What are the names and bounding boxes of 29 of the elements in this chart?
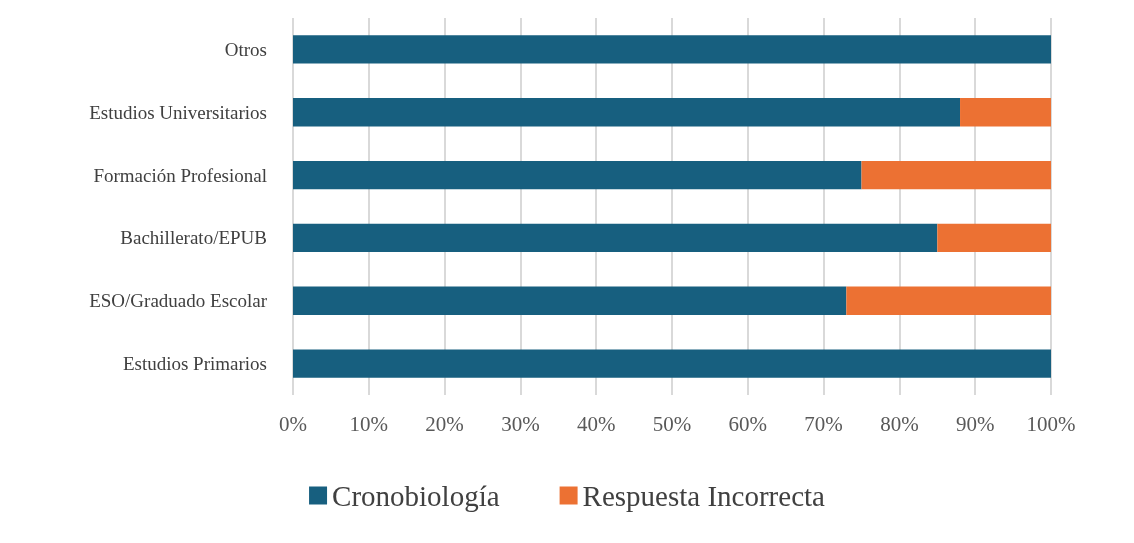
y-tick-label: Estudios Primarios xyxy=(122,353,267,375)
y-tick-label: Otros xyxy=(224,38,267,60)
y-tick-label: Formación Profesional xyxy=(93,164,267,186)
x-tick-label: 30% xyxy=(501,411,540,436)
x-tick-label: 70% xyxy=(804,411,843,436)
y-tick-label: Bachillerato/EPUB xyxy=(120,227,267,249)
bar xyxy=(293,160,862,190)
bar xyxy=(293,98,961,127)
legend-label: Cronobiología xyxy=(332,479,500,512)
x-tick-label: 0% xyxy=(279,411,307,436)
bar xyxy=(960,98,1051,127)
x-tick-label: 80% xyxy=(880,411,919,436)
x-tick-label: 20% xyxy=(425,411,464,436)
x-tick-label: 50% xyxy=(652,411,692,436)
bar xyxy=(293,35,1051,64)
y-tick-label: Estudios Universitarios xyxy=(89,101,267,123)
x-tick-label: 60% xyxy=(728,411,768,436)
bar xyxy=(293,223,938,253)
x-tick-label: 90% xyxy=(955,411,995,436)
bar xyxy=(937,223,1051,253)
y-tick-label: ESO/Graduado Escolar xyxy=(89,290,268,312)
x-tick-label: 10% xyxy=(349,411,389,436)
x-tick-label: 100% xyxy=(1026,411,1076,436)
legend-label: Respuesta Incorrecta xyxy=(582,479,826,512)
bar xyxy=(293,349,1051,378)
bar xyxy=(846,286,1051,315)
x-tick-label: 40% xyxy=(576,411,616,436)
bar xyxy=(293,286,847,315)
bar xyxy=(861,160,1051,190)
